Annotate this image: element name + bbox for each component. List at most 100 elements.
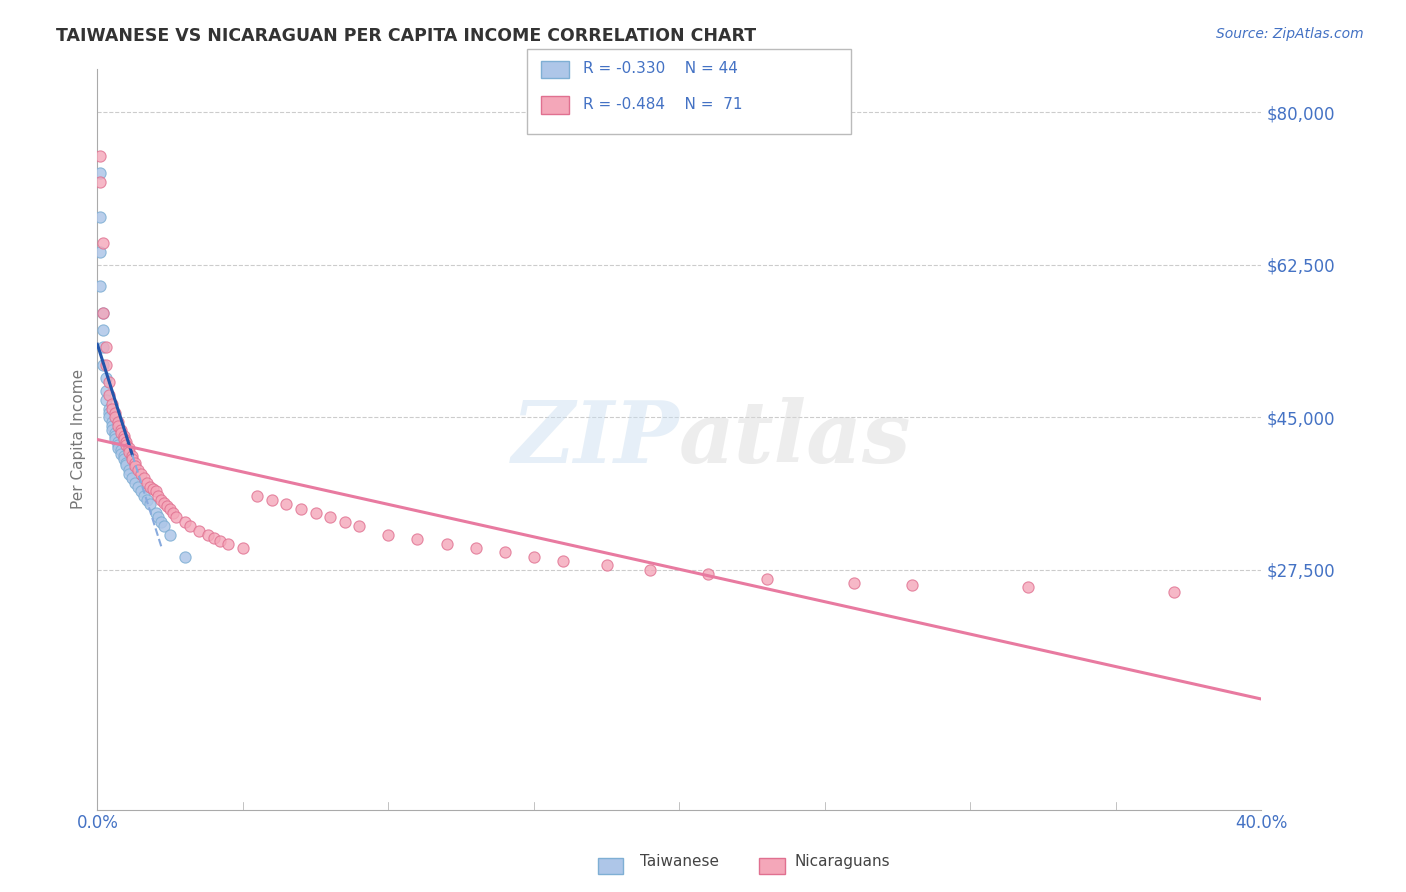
Point (290, 501, 312, 516)
Point (107, 434, 129, 449)
Point (101, 423, 124, 437)
Point (377, 528, 399, 542)
Point (304, 506, 326, 520)
Point (115, 434, 138, 449)
Text: R = -0.484    N =  71: R = -0.484 N = 71 (583, 97, 742, 112)
Point (153, 496, 176, 510)
Point (110, 423, 132, 437)
Point (124, 475, 146, 490)
Point (115, 456, 138, 470)
Point (94, 341, 117, 355)
Point (333, 515, 356, 529)
Point (132, 489, 155, 503)
Point (115, 438, 138, 452)
Point (406, 533, 429, 547)
Text: ZIP: ZIP (512, 397, 679, 481)
Point (150, 515, 173, 529)
Point (94, 392, 117, 407)
Point (148, 489, 170, 503)
Point (118, 445, 141, 459)
Point (150, 493, 173, 508)
Point (101, 401, 124, 416)
Point (436, 536, 458, 550)
Point (159, 528, 181, 542)
Point (159, 501, 181, 516)
Point (494, 545, 516, 559)
Point (91, 341, 114, 355)
Point (148, 510, 170, 524)
Point (208, 534, 231, 549)
Point (697, 567, 720, 582)
Point (842, 575, 865, 590)
Point (121, 452, 143, 467)
Point (107, 438, 129, 452)
Point (129, 467, 152, 481)
Point (1163, 584, 1185, 599)
Point (1018, 580, 1040, 594)
Point (104, 406, 127, 420)
Point (202, 531, 225, 545)
Point (551, 554, 574, 568)
Text: Taiwanese: Taiwanese (640, 854, 718, 869)
Point (523, 549, 546, 564)
Point (260, 493, 283, 508)
Point (124, 458, 146, 473)
Point (145, 484, 167, 499)
Point (89, 279, 111, 293)
Point (107, 419, 129, 434)
Point (104, 425, 127, 440)
Point (217, 536, 239, 550)
Point (319, 510, 342, 524)
Point (94, 384, 117, 398)
Point (173, 549, 195, 564)
Point (107, 415, 129, 429)
Point (101, 397, 124, 411)
Point (638, 563, 661, 577)
Point (98, 376, 121, 390)
Point (127, 480, 149, 494)
Point (129, 484, 152, 499)
Point (121, 471, 143, 485)
Point (98, 401, 121, 416)
Point (349, 519, 371, 533)
Text: Source: ZipAtlas.com: Source: ZipAtlas.com (1216, 27, 1364, 41)
Point (101, 415, 124, 429)
Point (89, 149, 111, 163)
Point (104, 432, 127, 446)
Point (104, 429, 127, 443)
Y-axis label: Per Capita Income: Per Capita Income (72, 369, 86, 509)
Point (112, 429, 135, 443)
Text: Nicaraguans: Nicaraguans (794, 854, 890, 869)
Point (138, 497, 160, 511)
Text: R = -0.330    N = 44: R = -0.330 N = 44 (583, 62, 738, 76)
Point (118, 462, 141, 476)
Point (112, 452, 135, 467)
Point (94, 358, 117, 372)
Point (135, 475, 157, 490)
Point (89, 175, 111, 189)
Point (135, 493, 157, 508)
Text: TAIWANESE VS NICARAGUAN PER CAPITA INCOME CORRELATION CHART: TAIWANESE VS NICARAGUAN PER CAPITA INCOM… (56, 27, 756, 45)
Point (197, 528, 219, 542)
Point (91, 305, 114, 319)
Point (153, 519, 176, 533)
Point (91, 323, 114, 337)
Point (91, 235, 114, 250)
Point (156, 499, 179, 513)
Point (179, 519, 201, 533)
Point (118, 467, 141, 481)
Point (89, 166, 111, 180)
Point (124, 456, 146, 470)
Point (165, 510, 187, 524)
Point (188, 524, 211, 538)
Point (464, 541, 486, 555)
Point (138, 480, 160, 494)
Point (112, 450, 135, 464)
Point (110, 447, 132, 461)
Point (89, 210, 111, 224)
Text: atlas: atlas (679, 397, 912, 481)
Point (98, 410, 121, 425)
Point (276, 497, 298, 511)
Point (162, 506, 184, 520)
Point (104, 410, 127, 425)
